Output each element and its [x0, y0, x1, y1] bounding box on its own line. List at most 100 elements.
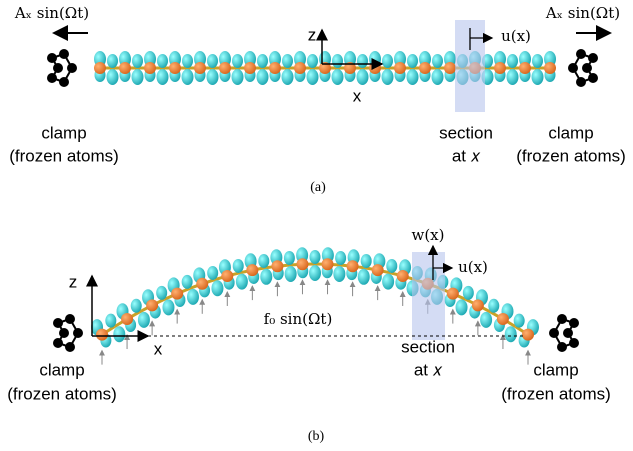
panel-label: (b)	[308, 429, 325, 444]
atom-o	[194, 62, 206, 74]
atom-o	[419, 62, 431, 74]
clamp-label: clamp	[39, 360, 84, 379]
atom-c	[132, 54, 143, 68]
clamp-atom	[588, 53, 598, 63]
atom-o	[372, 264, 384, 276]
atom-c	[182, 54, 193, 68]
section-label: at 𝑥	[414, 360, 443, 379]
atom-o	[519, 62, 531, 74]
atom-o	[246, 264, 258, 276]
atom-c	[257, 54, 268, 68]
clamp-atom	[576, 49, 586, 59]
atom-o	[472, 299, 484, 311]
atom-c	[156, 286, 167, 300]
clamp-label: clamp	[533, 360, 578, 379]
atom-o	[146, 299, 158, 311]
atom-c	[207, 54, 218, 68]
atom-c	[233, 259, 244, 273]
clamp-label: (frozen atoms)	[501, 384, 611, 403]
atom-c	[507, 54, 518, 68]
atom-o	[397, 270, 409, 282]
clamp-atom	[569, 318, 579, 328]
atom-c	[361, 254, 372, 268]
atom-c	[382, 54, 393, 68]
atom-c	[105, 314, 116, 328]
clamp-atom	[73, 328, 83, 338]
clamp-atom	[65, 314, 75, 324]
atom-c	[157, 69, 169, 85]
atom-c	[332, 69, 344, 85]
atom-o	[96, 329, 108, 341]
atom-c	[258, 254, 269, 268]
clamp-atom	[588, 73, 598, 83]
clamp-atom	[47, 73, 57, 83]
atom-o	[121, 313, 133, 325]
atom-c	[382, 274, 394, 290]
atom-o	[196, 278, 208, 290]
atom-o	[171, 288, 183, 300]
atom-c	[207, 266, 218, 280]
atom-o	[394, 62, 406, 74]
atom-c	[310, 250, 321, 264]
atom-o	[271, 260, 283, 272]
atom-o	[322, 258, 334, 270]
atom-c	[132, 69, 144, 85]
clamp-label: clamp	[548, 123, 593, 142]
atom-c	[480, 312, 492, 328]
atom-c	[187, 289, 199, 305]
atom-c	[257, 69, 269, 85]
atom-o	[544, 62, 556, 74]
atom-c	[162, 299, 174, 315]
axis-label: x	[353, 86, 362, 105]
atom-o	[444, 62, 456, 74]
atom-o	[169, 62, 181, 74]
atom-c	[358, 269, 370, 285]
atom-c	[232, 54, 243, 68]
atom-c	[307, 54, 318, 68]
atom-c	[107, 54, 118, 68]
atom-c	[505, 326, 517, 342]
atom-c	[407, 54, 418, 68]
atom-c	[432, 54, 443, 68]
atom-o	[244, 62, 256, 74]
atom-o	[269, 62, 281, 74]
atom-c	[232, 69, 244, 85]
clamp-atom	[569, 338, 579, 348]
atom-c	[107, 69, 119, 85]
atom-c	[307, 69, 319, 85]
u-label: u(x)	[501, 27, 531, 45]
atom-c	[532, 54, 543, 68]
clamp-atom	[563, 328, 573, 338]
atom-c	[236, 274, 248, 290]
clamp-atom	[582, 63, 592, 73]
atom-c	[157, 54, 168, 68]
clamp-label: (frozen atoms)	[516, 146, 626, 165]
atom-c	[386, 259, 397, 273]
clamp-atom	[549, 328, 559, 338]
atom-o	[119, 62, 131, 74]
panel-label: (a)	[310, 180, 326, 195]
atom-c	[432, 69, 444, 85]
atom-c	[182, 69, 194, 85]
atom-o	[494, 62, 506, 74]
clamp-atom	[576, 77, 586, 87]
atom-c	[335, 251, 346, 265]
atom-c	[332, 54, 343, 68]
atom-c	[211, 280, 223, 296]
clamp-atom	[557, 342, 567, 352]
atom-c	[463, 286, 474, 300]
atom-c	[507, 69, 519, 85]
axis-label: z	[69, 272, 78, 291]
clamp-atom	[53, 63, 63, 73]
atom-c	[285, 266, 297, 282]
atom-c	[113, 326, 125, 342]
atom-c	[207, 69, 219, 85]
atom-o	[94, 62, 106, 74]
atom-c	[309, 265, 321, 281]
atom-o	[294, 62, 306, 74]
load-label: f₀ sin(Ωt)	[264, 310, 333, 328]
clamp-atom	[557, 314, 567, 324]
clamp-label: (frozen atoms)	[9, 146, 119, 165]
atom-c	[488, 299, 499, 313]
u-label: u(x)	[458, 258, 488, 276]
